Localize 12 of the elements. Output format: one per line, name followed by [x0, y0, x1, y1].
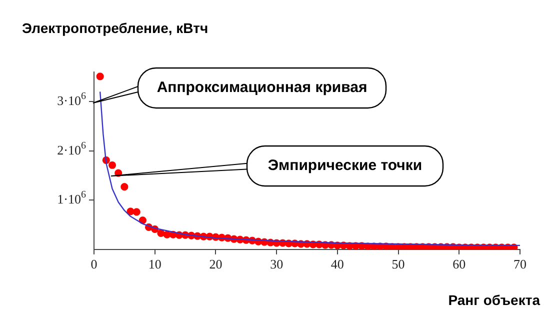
x-tick-label: 60: [452, 256, 466, 272]
x-tick-label: 20: [209, 256, 222, 272]
annotation: Эмпирические точки: [268, 157, 422, 174]
x-axis-title: Ранг объекта: [448, 292, 540, 308]
x-tick-label: 40: [330, 256, 344, 272]
x-tick-label: 70: [514, 256, 526, 272]
x-tick-label: 30: [270, 256, 284, 272]
x-tick-label: 0: [90, 256, 98, 272]
x-tick-label: 50: [392, 256, 405, 272]
x-tick-label: 10: [148, 256, 162, 272]
annotation: Аппроксимационная кривая: [156, 79, 368, 96]
y-axis-title: Электропотребление, кВтч: [22, 20, 208, 36]
